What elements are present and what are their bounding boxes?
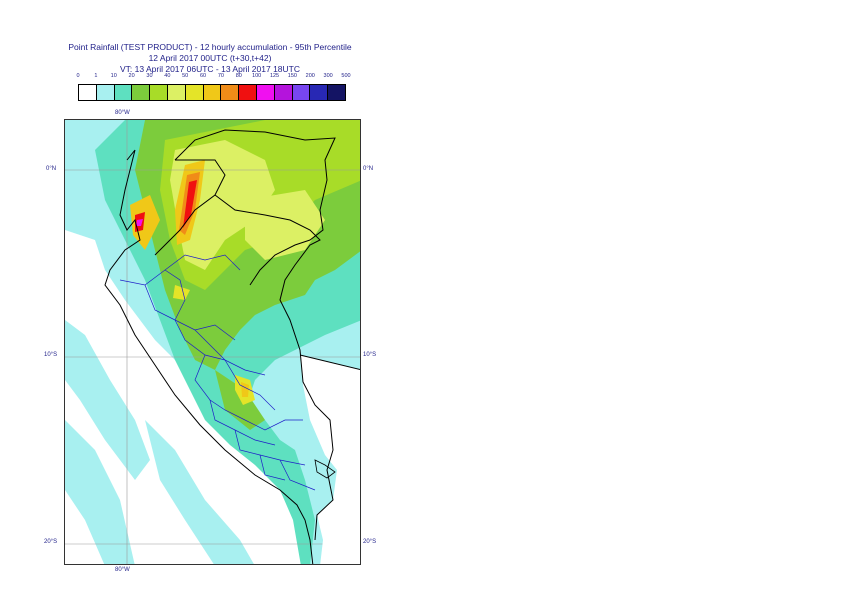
rain-streak-ocean-3	[145, 420, 254, 564]
legend-swatch	[221, 85, 240, 100]
legend-swatch	[96, 85, 115, 100]
legend-swatch	[150, 85, 168, 100]
rain-core-south-orange	[241, 382, 249, 397]
legend-label: 70	[217, 73, 224, 79]
title-block: Point Rainfall (TEST PRODUCT) - 12 hourl…	[0, 42, 420, 75]
title-line-3: VT: 13 April 2017 06UTC - 13 April 2017 …	[119, 64, 300, 74]
legend-label: 100	[252, 73, 262, 79]
legend-swatch	[132, 85, 151, 100]
lat-left-0: 0°N	[46, 166, 57, 172]
legend-label: 300	[323, 73, 333, 79]
rain-core-north-yellow	[173, 285, 190, 300]
country-border-ecuador	[154, 159, 226, 256]
top-longitude-label: 80°W	[115, 110, 130, 116]
rain-core-80to100	[183, 180, 197, 228]
legend-label: 60	[200, 73, 207, 79]
lat-right-0: 0°N	[363, 166, 374, 172]
title-line-2: 12 April 2017 00UTC (t+30,t+42)	[148, 53, 272, 63]
legend-label: 500	[341, 73, 351, 79]
lake-titicaca	[314, 459, 336, 479]
country-border-colombia	[174, 129, 336, 286]
lat-right-10s: 10°S	[363, 352, 377, 358]
legend-swatch	[310, 85, 329, 100]
lat-right-20s: 20°S	[363, 539, 377, 545]
legend-label: 150	[287, 73, 297, 79]
legend-color-bar	[78, 84, 346, 101]
legend-swatch	[256, 85, 275, 100]
legend-labels: 0 1 10 20 30 40 50 60 70 80 100 125 150 200 300 500	[76, 73, 350, 83]
rain-patch-south-green	[215, 370, 265, 430]
legend-label: 30	[146, 73, 153, 79]
rain-streak-ocean-1	[65, 320, 150, 480]
legend-label: 50	[182, 73, 189, 79]
legend-swatch	[292, 85, 311, 100]
title-line-1: Point Rainfall (TEST PRODUCT) - 12 hourl…	[68, 42, 352, 52]
legend-swatch	[185, 85, 204, 100]
rain-core-50to70-b	[130, 195, 160, 250]
map-canvas	[65, 120, 360, 564]
legend-label: 0	[76, 73, 80, 79]
rain-streak-ocean-2	[65, 420, 135, 564]
legend-label: 20	[128, 73, 135, 79]
rain-core-100to125	[136, 219, 143, 226]
legend-swatch	[167, 85, 186, 100]
legend-swatch	[239, 85, 257, 100]
admin-borders	[119, 254, 316, 491]
legend-swatch	[79, 85, 97, 100]
lat-left-10s: 10°S	[44, 352, 58, 358]
color-legend: 0 1 10 20 30 40 50 60 70 80 100 125 150 200 300 500	[76, 73, 351, 103]
legend-label: 1	[94, 73, 98, 79]
rain-region-40to50-east	[245, 190, 325, 260]
legend-swatch	[328, 85, 345, 100]
legend-label: 125	[269, 73, 280, 79]
legend-label: 80	[235, 73, 242, 79]
legend-swatch	[203, 85, 222, 100]
country-border-bolivia	[299, 354, 360, 371]
legend-label: 40	[164, 73, 171, 79]
legend-label: 10	[110, 73, 117, 79]
lat-left-20s: 20°S	[44, 539, 58, 545]
legend-label: 200	[305, 73, 315, 79]
rainfall-map[interactable]	[64, 119, 361, 565]
bottom-longitude-label: 80°W	[115, 567, 130, 573]
country-border-coast	[104, 149, 314, 564]
legend-swatch	[274, 85, 293, 100]
legend-swatch	[114, 85, 133, 100]
